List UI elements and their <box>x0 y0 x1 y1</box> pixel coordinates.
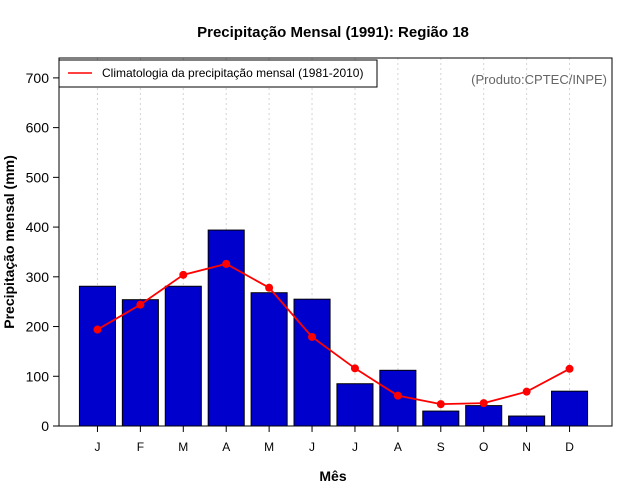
x-tick-label: J <box>94 440 100 454</box>
climatology-series <box>93 259 574 409</box>
x-tick-label: S <box>437 440 445 454</box>
climatology-point <box>179 270 188 279</box>
x-tick-label: F <box>137 440 144 454</box>
bar <box>121 299 159 427</box>
x-tick-label: J <box>309 440 315 454</box>
x-tick-label: D <box>565 440 574 454</box>
y-tick-label: 700 <box>26 70 50 86</box>
bar <box>207 229 245 427</box>
bar <box>508 415 546 427</box>
climatology-point <box>565 364 574 373</box>
bar <box>551 390 589 427</box>
y-axis: 0 100 200 300 400 500 600 700 <box>26 70 59 434</box>
x-tick-label: M <box>264 440 274 454</box>
y-axis-label: Precipitação mensal (mm) <box>1 155 17 329</box>
bar <box>422 410 460 427</box>
legend: Climatologia da precipitação mensal (198… <box>58 59 378 88</box>
climatology-line <box>97 262 570 406</box>
plot-frame <box>58 57 613 427</box>
bar-series <box>78 229 589 427</box>
climatology-point <box>436 400 445 409</box>
y-tick-label: 100 <box>26 368 50 384</box>
y-tick-label: 200 <box>26 319 50 335</box>
y-tick-label: 0 <box>41 418 49 434</box>
y-tick-label: 500 <box>26 169 50 185</box>
bar <box>78 285 116 427</box>
climatology-point <box>308 332 317 341</box>
x-tick-label: M <box>178 440 188 454</box>
climatology-point <box>265 283 274 292</box>
climatology-point <box>479 399 488 408</box>
legend-label: Climatologia da precipitação mensal (198… <box>102 66 363 80</box>
x-tick-label: A <box>394 440 402 454</box>
climatology-point <box>222 259 231 268</box>
x-tick-label: O <box>479 440 488 454</box>
chart-title: Precipitação Mensal (1991): Região 18 <box>197 24 469 41</box>
climatology-point <box>93 325 102 334</box>
bar <box>250 292 288 427</box>
y-tick-label: 600 <box>26 120 50 136</box>
y-tick-label: 300 <box>26 269 50 285</box>
bar <box>293 298 331 427</box>
x-tick-label: A <box>222 440 230 454</box>
bar <box>465 405 503 427</box>
bar <box>336 383 374 427</box>
climatology-point <box>136 300 145 309</box>
x-axis-label: Mês <box>319 468 346 484</box>
climatology-point <box>393 391 402 400</box>
y-tick-label: 400 <box>26 219 50 235</box>
x-tick-label: J <box>352 440 358 454</box>
credit-text: (Produto:CPTEC/INPE) <box>471 72 607 87</box>
x-tick-label: N <box>522 440 531 454</box>
bar <box>164 285 202 427</box>
climatology-point <box>350 364 359 373</box>
legend-box <box>58 59 378 88</box>
climatology-point <box>522 387 531 396</box>
